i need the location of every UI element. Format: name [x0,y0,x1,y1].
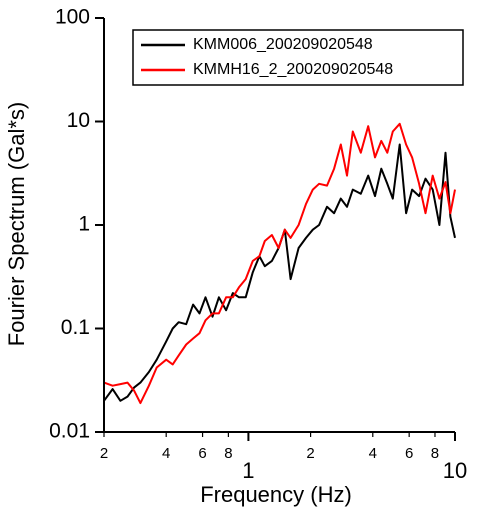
y-tick-label: 10 [67,109,90,132]
y-tick-label: 100 [55,6,90,29]
x-tick-label: 6 [405,445,413,462]
x-tick-label: 4 [369,445,377,462]
y-axis-title: Fourier Spectrum (Gal*s) [4,102,29,347]
x-tick-label: 8 [224,445,232,462]
x-tick-label: 4 [162,445,170,462]
legend-label: KMMH16_2_200209020548 [193,61,393,78]
x-tick-label: 6 [198,445,206,462]
x-tick-label: 1 [242,458,254,483]
x-tick-label: 8 [431,445,439,462]
series-line [103,122,456,405]
legend-box [132,29,464,86]
x-tick-label: 10 [443,458,467,483]
legend-label: KMM006_200209020548 [193,36,373,53]
axes [103,18,455,433]
x-tick-label: 2 [100,445,108,462]
y-tick-label: 1 [78,213,90,236]
x-tick-label: 2 [306,445,314,462]
y-tick-label: 0.1 [61,316,90,339]
x-axis-title: Frequency (Hz) [200,482,352,507]
y-tick-label: 0.01 [49,420,90,443]
